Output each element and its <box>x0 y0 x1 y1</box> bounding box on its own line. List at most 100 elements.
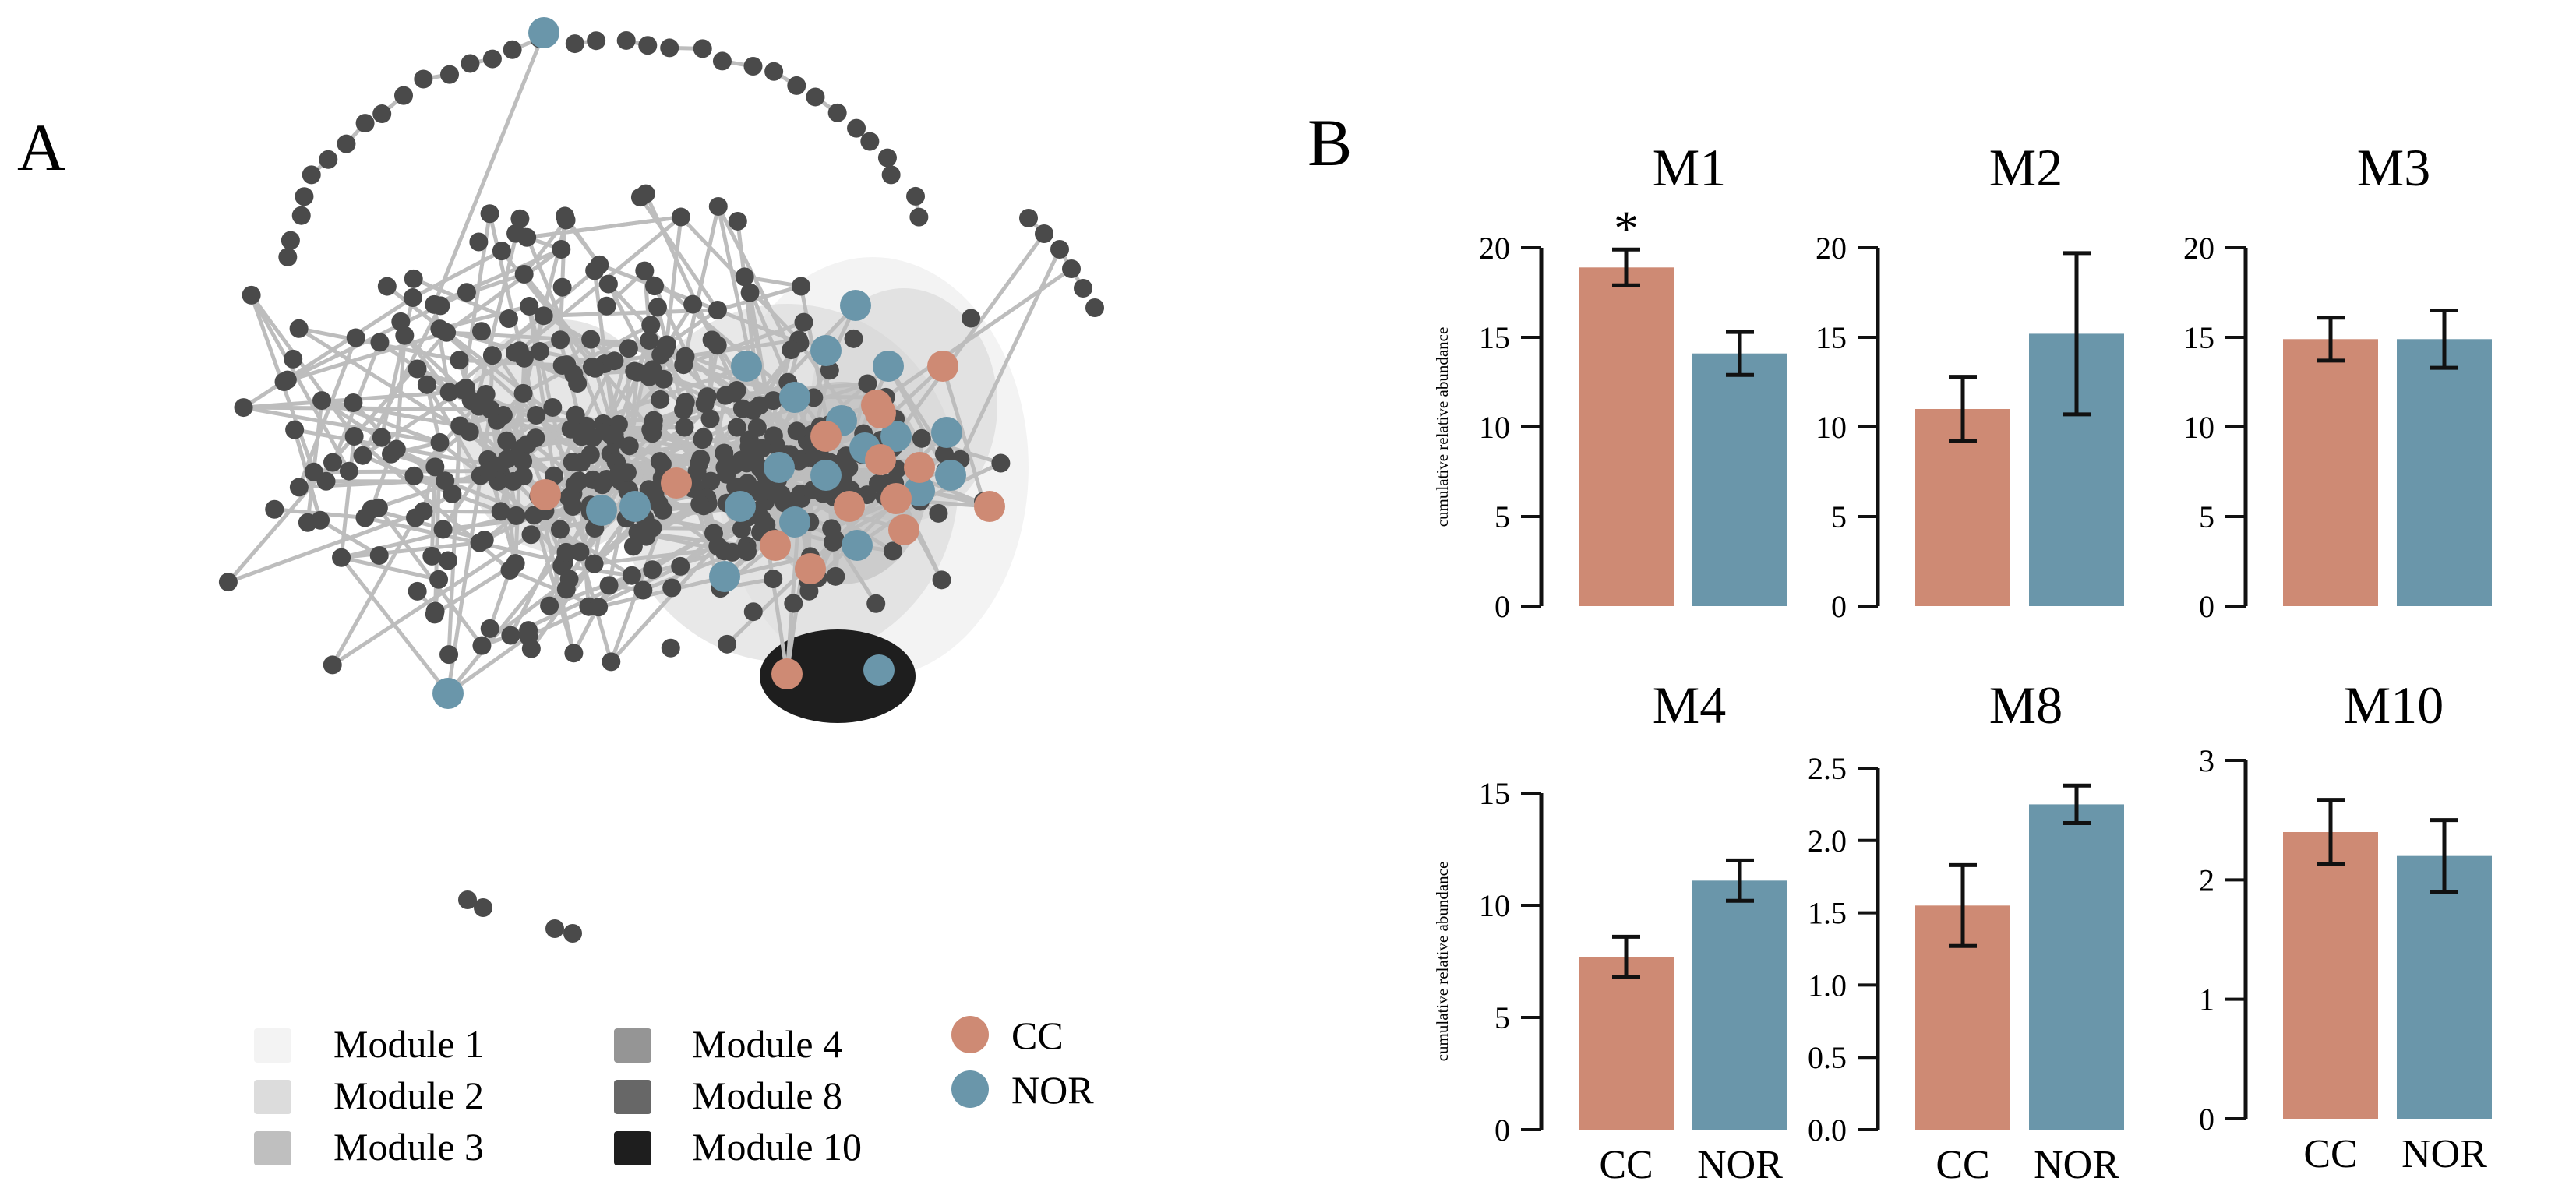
network-node <box>585 358 605 378</box>
network-node <box>491 502 510 521</box>
legend-module-2-label: Module 2 <box>333 1074 484 1117</box>
network-node <box>782 340 801 360</box>
network-node <box>422 546 442 566</box>
network-node <box>674 355 693 375</box>
x-category-label: NOR <box>1697 1143 1783 1187</box>
network-node <box>285 420 305 439</box>
network-node <box>616 30 636 50</box>
network-node <box>429 570 449 589</box>
network-node <box>369 498 388 517</box>
bar-nor <box>2397 855 2492 1119</box>
network-edge <box>341 541 480 560</box>
network-node <box>866 594 886 613</box>
network-node <box>337 134 356 153</box>
legend-module-4: Module 4 <box>614 1022 842 1066</box>
network-node <box>480 619 499 638</box>
network-node <box>570 542 590 562</box>
network-node <box>1035 224 1053 243</box>
network-edge <box>339 436 357 559</box>
network-node <box>597 296 616 316</box>
network-node <box>883 541 902 561</box>
network-node <box>630 188 650 207</box>
network-node <box>556 542 576 562</box>
network-node <box>498 450 517 469</box>
network-node <box>589 598 609 617</box>
network-node <box>860 132 880 151</box>
network-edge <box>411 249 503 300</box>
network-edge <box>243 405 440 445</box>
chart-m10: M10 0 1 2 3 CC NOR <box>2199 675 2492 1176</box>
network-node <box>605 351 624 371</box>
y-tick-label: 0 <box>1494 589 1510 624</box>
network-node <box>513 383 533 403</box>
legend-module-1-label: Module 1 <box>333 1022 484 1066</box>
network-node <box>234 398 253 418</box>
network-edge <box>330 517 418 666</box>
network-edge <box>655 306 686 411</box>
chart-m1: M1 0 5 10 15 20 cumulative relative abundance * <box>1433 138 1787 624</box>
y-tick-label: 0.0 <box>1808 1113 1847 1148</box>
network-node <box>437 323 457 342</box>
network-node <box>510 209 530 228</box>
network-edge <box>638 196 719 312</box>
network-node <box>339 461 358 481</box>
chart-title: M3 <box>2357 138 2430 197</box>
network-edge <box>658 217 683 400</box>
network-node <box>716 386 736 405</box>
y-tick-label: 10 <box>1479 888 1510 923</box>
network-edge <box>643 269 796 399</box>
network-node <box>644 411 663 430</box>
network-node-nor <box>842 530 873 561</box>
module-10-hull <box>760 629 916 723</box>
network-node <box>552 277 572 297</box>
network-node <box>517 435 537 454</box>
network-node <box>822 519 842 538</box>
network-node <box>274 372 294 391</box>
network-legend: Module 1 Module 2 Module 3 Module 4 Modu… <box>254 1014 1094 1169</box>
y-tick-label: 20 <box>1479 231 1510 266</box>
network-node-nor <box>779 382 810 413</box>
network-node <box>929 503 948 523</box>
network-node <box>404 269 423 288</box>
network-node <box>727 418 746 437</box>
network-node <box>651 390 670 409</box>
network-node <box>757 515 776 534</box>
y-tick-label: 20 <box>2183 231 2214 266</box>
legend-module-10-swatch <box>614 1131 651 1165</box>
y-tick-label: 15 <box>1479 320 1510 355</box>
network-node <box>425 457 445 477</box>
x-category-label: CC <box>1936 1143 1989 1187</box>
network-node <box>353 446 372 465</box>
network-node <box>278 247 298 266</box>
network-node-nor <box>725 491 756 522</box>
y-axis-label: cumulative relative abundance <box>1433 327 1452 527</box>
network-node <box>386 439 406 459</box>
network-node <box>932 570 951 590</box>
network-node <box>675 418 694 437</box>
y-tick-label: 0 <box>2199 589 2214 624</box>
network-node <box>728 211 747 231</box>
network-node <box>291 206 311 225</box>
network-node-nor <box>586 495 617 526</box>
error-bar <box>1612 934 1640 979</box>
network-node <box>461 54 480 73</box>
network-node <box>587 31 606 51</box>
network-node <box>556 206 575 226</box>
network-node <box>430 432 450 452</box>
network-node <box>472 636 492 655</box>
network-node <box>738 474 757 493</box>
error-bar <box>2063 783 2091 826</box>
bar-nor <box>1692 880 1787 1130</box>
y-tick-label: 15 <box>1479 776 1510 811</box>
network-edge <box>429 467 437 556</box>
network-edge <box>894 232 1046 438</box>
x-category-label: CC <box>1599 1143 1653 1187</box>
network-node <box>687 462 707 481</box>
network-node <box>302 165 321 185</box>
network-node-cc <box>904 452 935 483</box>
network-edge <box>527 305 556 477</box>
network-node <box>265 499 284 519</box>
network-node <box>521 639 541 658</box>
